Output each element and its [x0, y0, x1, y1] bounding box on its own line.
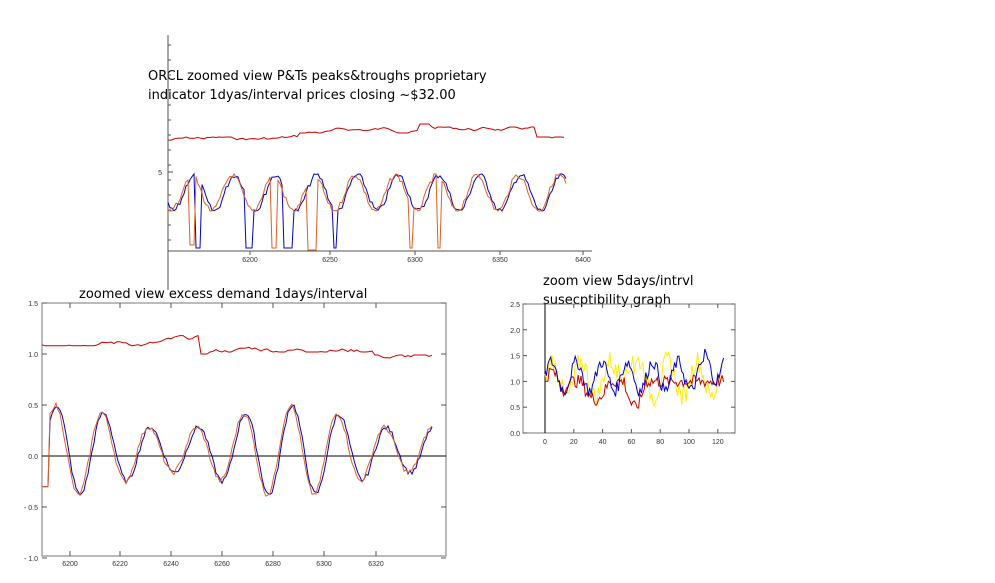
chart3-y-tick-label-2: 1.5	[510, 354, 520, 361]
chart3-y-tick-label-4: 0.5	[510, 405, 520, 412]
chart3-series-red	[544, 367, 725, 409]
chart3-x-tick-label-120: 120	[712, 439, 724, 446]
chart2-x-tick-label-6320: 6320	[368, 561, 384, 568]
chart3-y-tick-label-0: 2.5	[510, 302, 520, 309]
chart3-x-tick-label-0: 0	[543, 439, 547, 446]
chart1-x-tick-label-6400: 6400	[575, 257, 591, 264]
chart3-frame	[522, 303, 736, 434]
chart3-y-tick-label-1: 2.0	[510, 328, 520, 335]
chart3-title-line1: zoom view 5days/intrvl	[543, 274, 694, 289]
chart2-frame	[41, 302, 447, 557]
chart2-series-red	[41, 334, 433, 359]
chart3-x-tick-label-20: 20	[570, 439, 578, 446]
chart1-series-orange	[167, 173, 567, 251]
chart2-y-tick-label-2: 0.5	[28, 403, 38, 410]
chart1-x-tick-label-6350: 6350	[492, 257, 508, 264]
chart2-y-tick-label-5: - 1.0	[24, 556, 38, 563]
chart2-y-tick-label-1: 1.0	[28, 352, 38, 359]
chart3-y-tick-label-5: 0.0	[510, 431, 520, 438]
chart1-title-line2: indicator 1dyas/interval prices closing …	[148, 88, 456, 103]
chart1-x-tick-label-6300: 6300	[407, 257, 423, 264]
chart3-y-tick-label-3: 1.0	[510, 379, 520, 386]
chart3-x-tick-label-60: 60	[628, 439, 636, 446]
chart3-x-tick-label-40: 40	[599, 439, 607, 446]
chart2-title: zoomed view excess demand 1days/interval	[79, 287, 368, 302]
chart1-series-blue	[167, 172, 567, 249]
chart2-y-tick-label-3: 0.0	[28, 454, 38, 461]
chart3-x-tick-label-80: 80	[656, 439, 664, 446]
chart2-x-tick-label-6280: 6280	[265, 561, 281, 568]
chart2-y-tick-label-4: - 0.5	[24, 505, 38, 512]
chart1-series-red	[167, 123, 565, 141]
chart2-x-tick-label-6220: 6220	[112, 561, 128, 568]
chart1-title-line1: ORCL zoomed view P&Ts peaks&troughs prop…	[148, 69, 487, 84]
chart2-x-tick-label-6260: 6260	[214, 561, 230, 568]
chart2-y-tick-label-0: 1.5	[28, 301, 38, 308]
chart2-series-blue	[42, 404, 433, 496]
chart2-x-tick-label-6240: 6240	[163, 561, 179, 568]
chart2-x-tick-label-6300: 6300	[316, 561, 332, 568]
chart3-x-tick-label-100: 100	[683, 439, 695, 446]
chart1-x-tick-label-6250: 6250	[322, 257, 338, 264]
chart1-x-tick-label-6200: 6200	[242, 257, 258, 264]
chart3-series-yellow	[544, 350, 725, 407]
chart1-y-tick-label-5: 5	[158, 170, 162, 177]
chart2-x-tick-label-6200: 6200	[62, 561, 78, 568]
chart2-series-orange	[42, 401, 433, 497]
chart3-series-blue	[544, 348, 725, 397]
